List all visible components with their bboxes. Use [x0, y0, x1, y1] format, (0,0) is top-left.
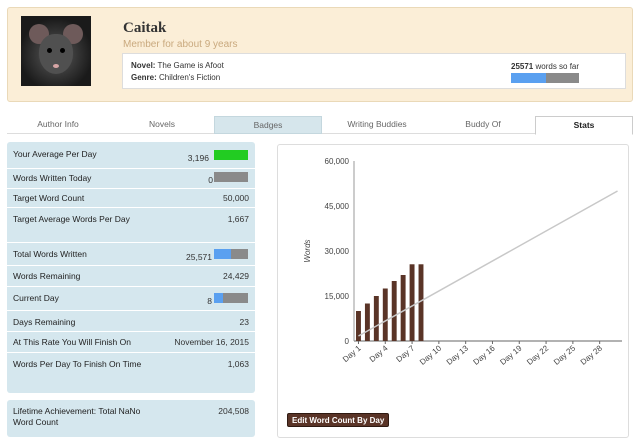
username[interactable]: Caitak — [123, 20, 167, 36]
stats-panel: Your Average Per Day 3,196 Words Written… — [7, 142, 255, 393]
chart-bar — [400, 275, 406, 341]
stat-row-average: Your Average Per Day 3,196 — [7, 142, 255, 169]
current-day-bar-fill — [214, 293, 224, 303]
chart-bar — [373, 296, 379, 341]
stat-value: 50,000 — [223, 193, 249, 203]
stat-label: Target Word Count — [13, 193, 85, 203]
stat-value: November 16, 2015 — [174, 337, 249, 347]
x-tick-label: Day 4 — [368, 343, 390, 364]
today-bar — [214, 172, 248, 182]
novel-summary: Novel: The Game is Afoot Genre: Children… — [122, 53, 626, 89]
chart-bar — [356, 311, 361, 341]
novel-progress-fill — [511, 73, 546, 83]
x-tick-label: Day 13 — [445, 343, 471, 367]
lifetime-panel: Lifetime Achievement: Total NaNo Word Co… — [7, 400, 255, 437]
stat-value: 8 — [207, 296, 212, 306]
stat-row-current-day: Current Day 8 — [7, 287, 255, 311]
chart-panel: 0 15,000 30,000 45,000 60,000 Words Day 1 Day 4… — [277, 144, 629, 438]
tab-author-info[interactable]: Author Info — [37, 119, 79, 129]
stat-label: Words Remaining — [13, 271, 81, 281]
stat-label: Target Average Words Per Day — [13, 214, 130, 224]
y-tick-label: 45,000 — [325, 202, 350, 211]
chart-bar — [364, 303, 370, 341]
stat-value: 25,571 — [186, 252, 212, 262]
total-bar-fill — [214, 249, 232, 259]
chart-bar — [382, 288, 388, 341]
chart-bar — [409, 264, 415, 341]
stat-row-remaining: Words Remaining 24,429 — [7, 266, 255, 287]
tab-novels[interactable]: Novels — [149, 119, 175, 129]
stat-row-target: Target Word Count 50,000 — [7, 189, 255, 208]
current-day-bar — [214, 293, 248, 303]
stat-label: Days Remaining — [13, 317, 76, 327]
tab-buddy-of[interactable]: Buddy Of — [465, 119, 501, 129]
profile-header: Caitak Member for about 9 years Novel: T… — [7, 7, 633, 102]
chart-bar — [418, 264, 424, 341]
stat-label: Total Words Written — [13, 249, 87, 259]
x-tick-label: Day 7 — [395, 343, 417, 364]
x-tick-label: Day 1 — [341, 343, 363, 364]
member-since: Member for about 9 years — [123, 39, 238, 50]
stat-row-total: Total Words Written 25,571 — [7, 243, 255, 266]
stat-value: 0 — [208, 175, 213, 185]
words-so-far: 25571 words so far — [511, 62, 579, 71]
novel-progress-bar — [511, 73, 579, 83]
stat-label: Words Per Day To Finish On Time — [13, 359, 142, 369]
lifetime-value: 204,508 — [218, 406, 249, 416]
chart-bar — [391, 281, 397, 341]
tab-badges[interactable]: Badges — [214, 116, 322, 134]
lifetime-label: Lifetime Achievement: Total NaNo Word Co… — [13, 406, 141, 427]
stat-label: Words Written Today — [13, 173, 92, 183]
average-bar-fill — [214, 150, 248, 160]
genre-line: Genre: Children's Fiction — [131, 73, 220, 82]
y-tick-label: 30,000 — [325, 247, 350, 256]
stat-row-finish-date: At This Rate You Will Finish On November… — [7, 332, 255, 353]
genre-value: Children's Fiction — [159, 73, 221, 82]
average-bar — [214, 150, 248, 160]
stat-value: 24,429 — [223, 271, 249, 281]
stat-label: Your Average Per Day — [13, 149, 97, 159]
stat-row-target-average: Target Average Words Per Day 1,667 — [7, 208, 255, 243]
novel-title[interactable]: The Game is Afoot — [157, 61, 224, 70]
x-tick-label: Day 25 — [552, 343, 578, 367]
stat-label: Current Day — [13, 293, 59, 303]
stat-value: 3,196 — [187, 153, 209, 163]
stat-value: 1,063 — [227, 359, 249, 369]
x-tick-label: Day 10 — [418, 343, 444, 367]
stat-value: 1,667 — [227, 214, 249, 224]
tab-writing-buddies[interactable]: Writing Buddies — [347, 119, 407, 129]
edit-word-count-button[interactable]: Edit Word Count By Day — [287, 413, 390, 427]
target-line — [358, 190, 618, 337]
stat-row-today: Words Written Today 0 — [7, 169, 255, 189]
stat-row-words-per-day: Words Per Day To Finish On Time 1,063 — [7, 353, 255, 393]
y-tick-label: 15,000 — [325, 292, 350, 301]
x-tick-label: Day 22 — [525, 343, 551, 367]
x-tick-label: Day 16 — [472, 343, 498, 367]
genre-label: Genre: — [131, 73, 157, 82]
stat-value: 23 — [239, 317, 249, 327]
words-so-far-suffix: words so far — [533, 62, 580, 71]
word-count-chart: 0 15,000 30,000 45,000 60,000 Words Day 1 Day 4… — [303, 157, 622, 367]
x-tick-label: Day 28 — [579, 343, 605, 367]
stat-label: At This Rate You Will Finish On — [13, 337, 131, 347]
y-tick-label: 0 — [345, 337, 350, 346]
profile-tabs: Author Info Novels Badges Writing Buddie… — [7, 116, 633, 135]
avatar[interactable] — [21, 16, 91, 86]
novel-line: Novel: The Game is Afoot — [131, 61, 224, 70]
tab-stats[interactable]: Stats — [535, 116, 633, 135]
total-bar — [214, 249, 248, 259]
novel-label: Novel: — [131, 61, 156, 70]
x-tick-label: Day 19 — [498, 343, 524, 367]
y-axis-title: Words — [303, 239, 312, 262]
stat-row-days-remaining: Days Remaining 23 — [7, 311, 255, 332]
y-tick-label: 60,000 — [325, 157, 350, 166]
words-so-far-count: 25571 — [511, 62, 534, 71]
